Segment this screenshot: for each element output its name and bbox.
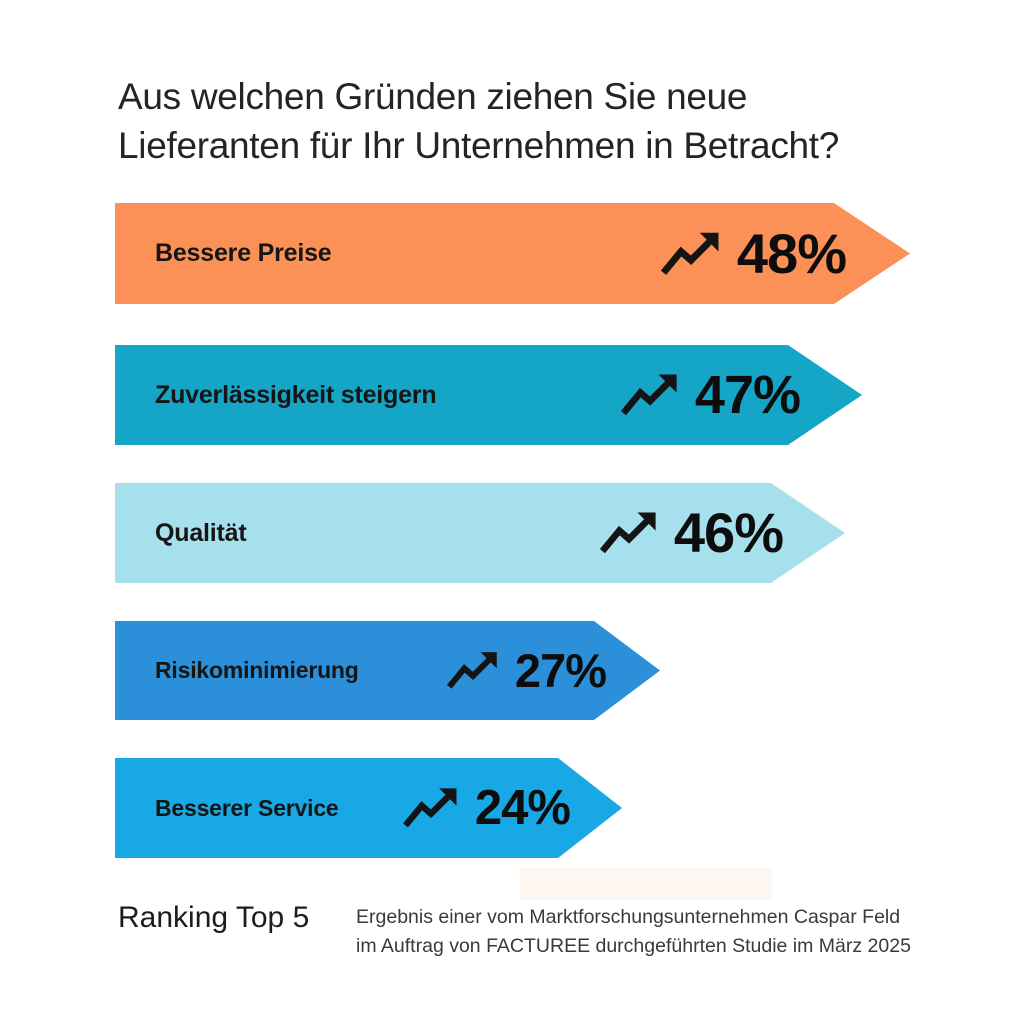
- bar-value: 24%: [474, 780, 570, 835]
- source-line-2: im Auftrag von FACTUREE durchgeführten S…: [356, 935, 911, 958]
- trending-up-icon: [621, 372, 679, 418]
- bar-value: 47%: [694, 365, 800, 425]
- bar-label: Zuverlässigkeit steigern: [155, 380, 437, 409]
- bar-value-group: 47%: [621, 368, 800, 422]
- bar-label: Besserer Service: [155, 794, 339, 821]
- bar-label: Qualität: [155, 518, 247, 547]
- ranking-label: Ranking Top 5: [118, 901, 310, 934]
- bar-5: Besserer Service 24%: [115, 758, 622, 858]
- bar-label: Bessere Preise: [155, 239, 332, 267]
- bar-4: Risikominimierung 27%: [115, 621, 660, 720]
- source-note: Ergebnis einer vom Marktforschungsuntern…: [356, 903, 936, 962]
- highlight-band: [520, 868, 772, 900]
- chart-title: Aus welchen Gründen ziehen Sie neue Lief…: [118, 76, 840, 167]
- bar-3: Qualität 46%: [115, 483, 845, 583]
- trending-up-icon: [447, 650, 499, 691]
- bar-value: 48%: [736, 221, 846, 285]
- bar-value-group: 48%: [661, 226, 846, 282]
- trending-up-icon: [600, 510, 658, 556]
- bar-value: 46%: [673, 501, 783, 564]
- bar-value: 27%: [514, 644, 606, 697]
- bar-label: Risikominimierung: [155, 657, 359, 683]
- trending-up-icon: [661, 230, 721, 278]
- bar-value-group: 27%: [447, 647, 606, 694]
- bar-value-group: 46%: [600, 505, 783, 561]
- bar-2: Zuverlässigkeit steigern 47%: [115, 345, 862, 445]
- trending-up-icon: [403, 786, 459, 830]
- bar-value-group: 24%: [403, 784, 570, 833]
- bar-1: Bessere Preise 48%: [115, 203, 910, 304]
- source-line-1: Ergebnis einer vom Marktforschungsuntern…: [356, 906, 901, 928]
